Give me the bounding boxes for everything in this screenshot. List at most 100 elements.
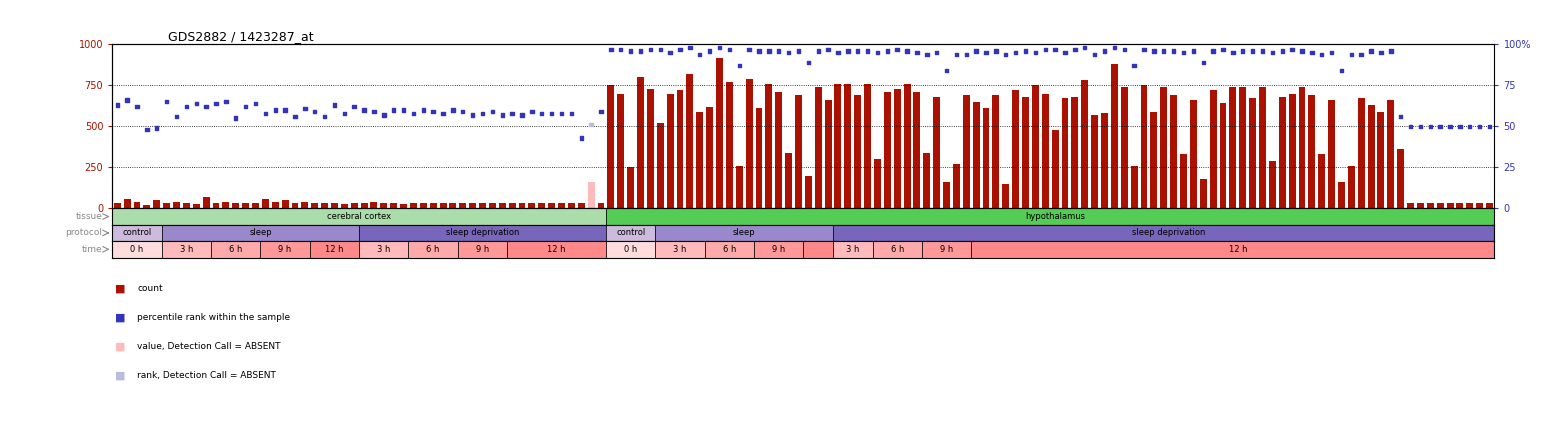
Point — [392, 107, 417, 114]
Bar — [1466, 203, 1473, 208]
Point — [253, 110, 278, 117]
Point — [351, 107, 376, 114]
Bar — [1150, 111, 1158, 208]
Bar — [1318, 154, 1324, 208]
Bar — [1348, 166, 1354, 208]
Point — [1220, 49, 1245, 56]
Bar — [605, 241, 655, 258]
Point — [1190, 59, 1215, 66]
Bar — [1229, 87, 1237, 208]
Bar — [558, 203, 565, 208]
Bar — [677, 90, 683, 208]
Point — [214, 98, 239, 105]
Bar — [636, 77, 644, 208]
Point — [499, 110, 524, 117]
Point — [718, 46, 743, 53]
Point — [321, 102, 346, 109]
Point — [243, 100, 268, 107]
Point — [1231, 48, 1256, 55]
Point — [1338, 51, 1363, 58]
Text: 3 h: 3 h — [846, 245, 860, 254]
Point — [371, 111, 396, 119]
Point — [973, 49, 998, 56]
Point — [529, 110, 554, 117]
Bar — [232, 203, 239, 208]
Bar — [321, 202, 328, 208]
Bar — [618, 94, 624, 208]
Point — [569, 134, 594, 141]
Text: 6 h: 6 h — [229, 245, 242, 254]
Bar — [1268, 161, 1276, 208]
Bar — [953, 164, 959, 208]
Text: cerebral cortex: cerebral cortex — [328, 212, 392, 221]
Bar — [1487, 203, 1493, 208]
Bar — [470, 203, 476, 208]
Bar — [963, 95, 970, 208]
Point — [480, 108, 505, 115]
Point — [1438, 123, 1463, 130]
Point — [1250, 48, 1275, 55]
Point — [835, 48, 860, 55]
Point — [232, 103, 257, 110]
Point — [273, 107, 298, 114]
Point — [105, 102, 129, 109]
Bar — [548, 203, 555, 208]
Bar — [568, 203, 574, 208]
Point — [777, 49, 802, 56]
Bar — [1427, 203, 1434, 208]
Bar — [359, 225, 605, 241]
Bar — [1476, 203, 1484, 208]
Point — [766, 48, 791, 55]
Point — [579, 121, 604, 128]
Text: tissue: tissue — [75, 212, 103, 221]
Text: 12 h: 12 h — [548, 245, 566, 254]
Bar — [242, 203, 250, 208]
Text: 3 h: 3 h — [378, 245, 390, 254]
Bar — [1289, 94, 1295, 208]
Bar — [112, 208, 605, 225]
Bar — [814, 87, 822, 208]
Bar — [390, 202, 398, 208]
Point — [885, 46, 909, 53]
Bar — [657, 123, 663, 208]
Point — [1299, 49, 1324, 56]
Bar — [144, 205, 150, 208]
Point — [638, 46, 663, 53]
Point — [303, 108, 328, 115]
Text: 6 h: 6 h — [891, 245, 903, 254]
Point — [362, 108, 387, 115]
Point — [1349, 51, 1374, 58]
Point — [114, 97, 139, 104]
Bar — [1022, 97, 1030, 208]
Point — [1468, 123, 1493, 130]
Text: time: time — [81, 245, 103, 254]
Text: sleep: sleep — [250, 228, 271, 238]
Point — [875, 48, 900, 55]
Bar — [529, 203, 535, 208]
Point — [736, 46, 761, 53]
Point — [154, 98, 179, 105]
Text: rank, Detection Call = ABSENT: rank, Detection Call = ABSENT — [137, 371, 276, 380]
Point — [994, 51, 1019, 58]
Point — [262, 107, 287, 114]
Point — [184, 100, 209, 107]
Point — [134, 126, 159, 133]
Bar — [696, 111, 704, 208]
Bar — [359, 241, 409, 258]
Bar — [944, 182, 950, 208]
Bar — [1309, 95, 1315, 208]
Point — [1477, 123, 1502, 130]
Bar — [922, 241, 972, 258]
Bar — [746, 79, 752, 208]
Point — [1418, 123, 1443, 130]
Bar — [666, 94, 674, 208]
Text: sleep deprivation: sleep deprivation — [1133, 228, 1206, 238]
Point — [1053, 49, 1078, 56]
Text: ■: ■ — [115, 341, 126, 351]
Bar — [253, 202, 259, 208]
Point — [144, 124, 168, 131]
Bar — [805, 175, 811, 208]
Bar — [1200, 179, 1207, 208]
Bar — [410, 203, 417, 208]
Point — [914, 51, 939, 58]
